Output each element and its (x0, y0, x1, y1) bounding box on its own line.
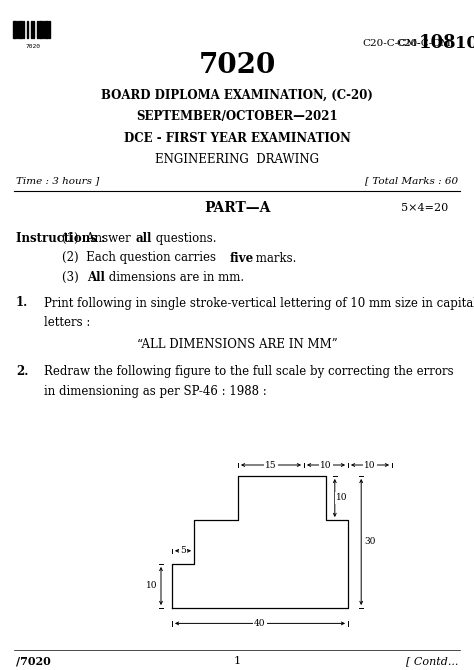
Bar (39, 21, 42, 38)
Text: letters :: letters : (44, 316, 91, 329)
Text: Instructions :: Instructions : (16, 232, 105, 245)
Text: 5: 5 (180, 546, 186, 555)
Text: [ Contd...: [ Contd... (406, 656, 458, 666)
Text: 15: 15 (265, 460, 277, 470)
Text: 40: 40 (254, 619, 266, 628)
Text: 7020: 7020 (199, 52, 275, 78)
Bar (33, 21, 34, 38)
Text: 2.: 2. (16, 366, 28, 379)
Bar (43, 21, 44, 38)
Text: C20-C-CM-: C20-C-CM- (397, 38, 455, 48)
Text: questions.: questions. (152, 232, 216, 245)
Bar (31, 21, 32, 38)
Text: BOARD DIPLOMA EXAMINATION, (C-20): BOARD DIPLOMA EXAMINATION, (C-20) (101, 88, 373, 101)
Text: SEPTEMBER/OCTOBER—2021: SEPTEMBER/OCTOBER—2021 (136, 110, 338, 123)
Text: C20-C-CM-: C20-C-CM- (362, 38, 420, 48)
Text: in dimensioning as per SP-46 : 1988 :: in dimensioning as per SP-46 : 1988 : (44, 385, 267, 398)
Text: 10: 10 (336, 494, 347, 502)
Text: all: all (136, 232, 152, 245)
Text: 30: 30 (365, 537, 376, 547)
Text: 10: 10 (364, 460, 376, 470)
Text: (2)  Each question carries: (2) Each question carries (62, 251, 220, 265)
Text: DCE - FIRST YEAR EXAMINATION: DCE - FIRST YEAR EXAMINATION (124, 131, 350, 145)
Text: five: five (230, 251, 254, 265)
Text: 108: 108 (419, 34, 456, 52)
Text: “ALL DIMENSIONS ARE IN MM”: “ALL DIMENSIONS ARE IN MM” (137, 338, 337, 352)
Text: /7020: /7020 (16, 656, 51, 667)
Text: 10: 10 (320, 460, 332, 470)
Text: 1: 1 (233, 656, 241, 666)
Bar (17, 21, 18, 38)
Text: 1.: 1. (16, 297, 28, 310)
Text: Print following in single stroke-vertical lettering of 10 mm size in capital: Print following in single stroke-vertica… (44, 297, 474, 310)
Text: (3): (3) (62, 271, 86, 284)
Text: ENGINEERING  DRAWING: ENGINEERING DRAWING (155, 153, 319, 166)
Bar (37, 21, 38, 38)
Text: [ Total Marks : 60: [ Total Marks : 60 (365, 176, 458, 185)
Text: 7020: 7020 (26, 44, 40, 49)
Bar (23, 21, 24, 38)
Text: (1)  Answer: (1) Answer (62, 232, 135, 245)
Text: 5×4=20: 5×4=20 (401, 203, 448, 213)
Bar (19, 21, 22, 38)
Bar (13, 21, 16, 38)
Text: All: All (88, 271, 105, 284)
Text: 10: 10 (146, 582, 158, 590)
Text: PART—A: PART—A (204, 201, 270, 215)
Bar (27, 21, 28, 38)
Bar (45, 21, 48, 38)
Text: Redraw the following figure to the full scale by correcting the errors: Redraw the following figure to the full … (44, 366, 454, 379)
Bar (49, 21, 50, 38)
Text: Time : 3 hours ]: Time : 3 hours ] (16, 176, 99, 185)
Text: dimensions are in mm.: dimensions are in mm. (106, 271, 245, 284)
Text: 108: 108 (455, 34, 474, 52)
Text: marks.: marks. (252, 251, 296, 265)
